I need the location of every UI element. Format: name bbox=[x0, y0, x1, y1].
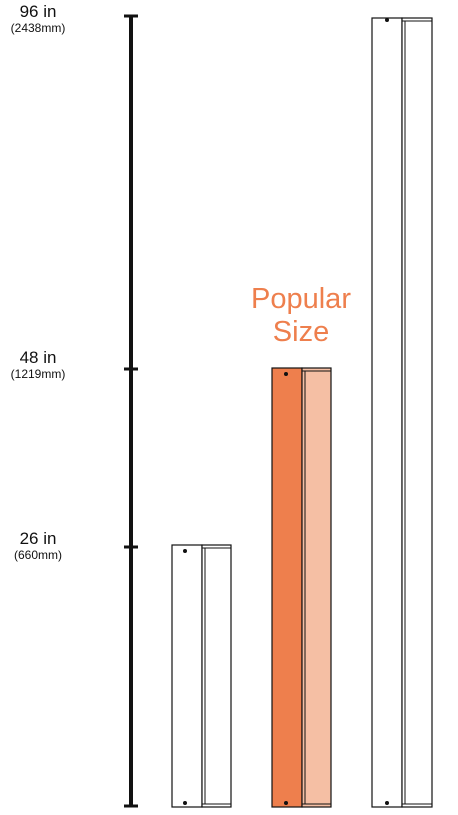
panel-48in-hole-bottom bbox=[284, 801, 288, 805]
scale-label-96-inches: 96 in bbox=[19, 2, 57, 21]
panel-48in bbox=[271, 367, 332, 808]
panel-96in-side bbox=[401, 17, 433, 808]
scale-label-48-inches: 48 in bbox=[19, 348, 57, 367]
panel-48in-side bbox=[301, 367, 332, 808]
panel-96in-front bbox=[371, 17, 403, 808]
panel-26in bbox=[171, 544, 232, 808]
scale-label-26-inches: 26 in bbox=[19, 529, 57, 548]
panel-96in-hole-bottom bbox=[385, 801, 389, 805]
scale-label-48: 48 in (1219mm) bbox=[0, 348, 76, 382]
panel-26in-hole-bottom bbox=[183, 801, 187, 805]
panel-96in-hole-top bbox=[385, 18, 389, 22]
scale-label-96: 96 in (2438mm) bbox=[0, 2, 76, 36]
scale-label-26: 26 in (660mm) bbox=[0, 529, 76, 563]
scale-label-26-mm: (660mm) bbox=[13, 548, 62, 562]
panel-26in-side bbox=[201, 544, 232, 808]
scale-label-48-mm: (1219mm) bbox=[10, 367, 66, 381]
popular-size-callout: Popular Size bbox=[236, 283, 366, 349]
panel-96in bbox=[371, 17, 433, 808]
scale-label-96-mm: (2438mm) bbox=[10, 21, 66, 35]
panel-26in-hole-top bbox=[183, 549, 187, 553]
popular-size-line1: Popular bbox=[251, 283, 351, 315]
scale-bar bbox=[124, 14, 138, 808]
popular-size-line2: Size bbox=[272, 316, 330, 348]
panel-26in-front bbox=[171, 544, 203, 808]
panel-48in-hole-top bbox=[284, 372, 288, 376]
panel-48in-front bbox=[271, 367, 303, 808]
